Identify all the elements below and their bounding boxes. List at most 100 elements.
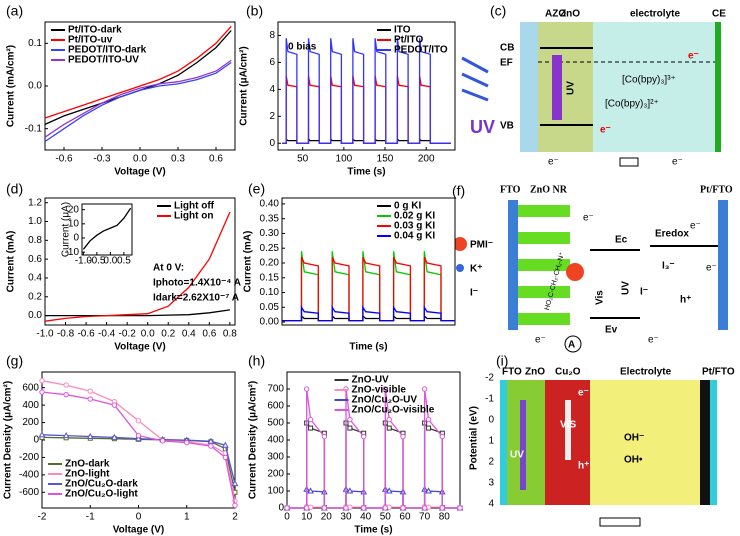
zno-rod	[518, 232, 570, 244]
marker	[307, 487, 314, 494]
legend-label: Pt/ITO-dark	[68, 25, 122, 36]
marker	[303, 386, 310, 392]
marker	[426, 425, 432, 431]
annotation: 0 bias	[288, 42, 317, 53]
y-tick-label: 20	[68, 204, 80, 215]
x-tick-label: 0.0	[141, 329, 155, 340]
y-axis-label: Current (mA/cm²)	[6, 45, 17, 127]
y-tick-label: 0.15	[260, 272, 280, 283]
series-line	[287, 388, 460, 509]
y-tick-label: 0.10	[260, 287, 280, 298]
marker	[321, 505, 328, 511]
marker	[86, 432, 94, 440]
x-axis-label: Voltage (V)	[113, 525, 164, 536]
legend-label: ZnO-light	[65, 469, 110, 480]
legend-label: Pt/ITO	[394, 35, 423, 46]
label: [Co(bpy)₃]²⁺	[605, 99, 659, 110]
marker	[400, 505, 406, 511]
label: e⁻	[690, 221, 701, 232]
x-tick-label: 1	[184, 512, 190, 523]
legend-label: ZnO/Cu₂O-dark	[65, 479, 138, 490]
label: I⁻	[470, 288, 478, 299]
marker	[159, 438, 166, 444]
legend-label: ZnO/Cu₂O-UV	[352, 395, 418, 406]
x-tick-label: -0.4	[98, 329, 116, 340]
legend-label: Light off	[174, 201, 215, 212]
marker	[39, 389, 45, 395]
legend-label: ZnO-visible	[352, 385, 407, 396]
y-tick-label: 0.2	[28, 291, 42, 302]
y-axis-label: Current (mA)	[6, 231, 17, 293]
legend-label: PEDOT/ITO-dark	[68, 45, 147, 56]
panel-label: (e)	[248, 181, 265, 197]
tick-label: -2	[485, 373, 494, 384]
legend-label: 0.03 g KI	[394, 221, 435, 232]
y-tick-label: 8	[269, 30, 275, 41]
marker	[207, 437, 215, 444]
y-tick-label: 0.20	[260, 258, 280, 269]
panel-label: (f)	[452, 183, 465, 199]
series-line	[282, 256, 455, 322]
x-tick-label: -0.6	[55, 154, 73, 165]
y-axis-label: Current (μA/cm²)	[239, 46, 250, 125]
label: CE	[712, 9, 726, 20]
chart: 0 10 20 30 40 50 60 70 80 0 100 200 300 400 500 600 700 T…	[248, 371, 464, 536]
x-tick-label: -0.3	[93, 154, 111, 165]
marker	[62, 431, 70, 439]
x-axis-label: Voltage (V)	[114, 167, 165, 178]
x-tick-label: 10	[301, 512, 313, 523]
x-tick-label: 0.0	[103, 256, 117, 267]
panel-label: (i)	[496, 353, 508, 369]
marker	[439, 505, 446, 511]
marker	[232, 502, 238, 509]
label: [Co(bpy)₃]³⁺	[622, 75, 676, 86]
label: electrolyte	[630, 9, 680, 20]
chart: 50 100 150 200 0 2 4 6 8 Time (s) Current (μA/cm²)…	[239, 21, 456, 178]
x-tick-label: 0.5	[117, 256, 131, 267]
electrolyte-layer	[593, 22, 715, 152]
marker	[87, 388, 93, 394]
x-tick-label: 40	[360, 512, 372, 523]
legend-label: ZnO/Cu₂O-light	[65, 489, 138, 500]
marker	[360, 505, 367, 511]
x-tick-label: -1.0	[75, 256, 93, 267]
series-line	[41, 391, 236, 506]
label: OH⁻	[624, 433, 644, 444]
y-axis-label: Current (μA)	[61, 202, 72, 257]
marker	[307, 416, 314, 423]
label: OH•	[624, 455, 643, 466]
marker	[421, 386, 428, 392]
x-axis-label: Voltage (V)	[114, 342, 165, 353]
zno-rod	[518, 313, 570, 325]
panel-label: (h)	[248, 353, 265, 369]
y-tick-label: 10	[68, 218, 80, 229]
label: ZnO	[525, 367, 545, 378]
marker	[135, 418, 142, 424]
x-tick-label: 0.0	[133, 154, 147, 165]
marker	[38, 431, 46, 438]
legend-label: ZnO-UV	[352, 375, 390, 386]
label: Cu₂O	[555, 367, 581, 378]
label: e⁻	[535, 335, 546, 346]
y-tick-label: 200	[267, 469, 284, 480]
fto-layer	[500, 380, 507, 505]
panel-label: (c)	[490, 3, 506, 19]
marker	[231, 479, 239, 487]
series-line	[44, 59, 232, 138]
chart: 0.00 0.05 0.10 0.15 0.20 0.25 0.30 0.35 0.40 Time…	[243, 197, 456, 353]
series-line	[282, 305, 455, 322]
x-axis-label: Time (s)	[349, 342, 387, 353]
label: e⁻	[688, 51, 699, 62]
marker	[135, 432, 142, 439]
label: CB	[500, 43, 514, 54]
zno-rod	[518, 286, 570, 298]
annotation: At 0 V:	[153, 263, 184, 274]
y-axis-label: Current Density (μA/cm²)	[248, 381, 259, 499]
label: K⁺	[470, 264, 483, 275]
k-icon	[456, 264, 464, 272]
marker	[222, 454, 229, 461]
label: I₃⁻	[662, 261, 675, 272]
marker	[439, 433, 446, 440]
x-tick-label: 50	[297, 154, 309, 165]
